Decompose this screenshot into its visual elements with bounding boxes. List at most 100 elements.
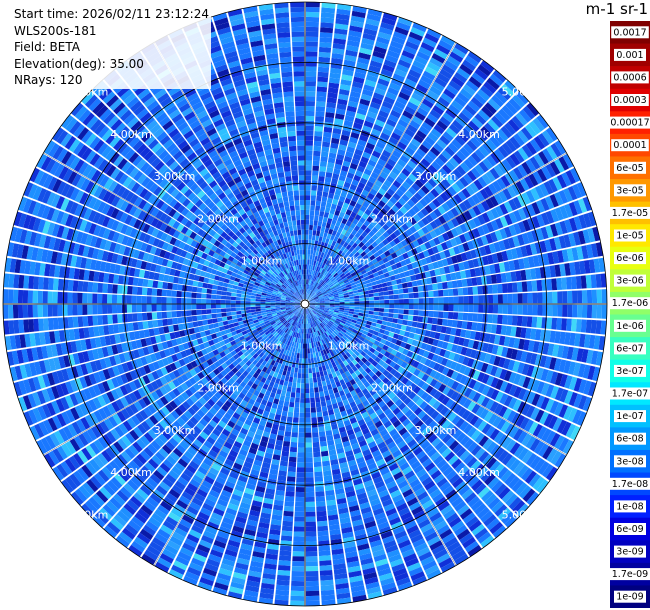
range-gate-cell [451, 217, 460, 228]
range-gate-cell [326, 273, 332, 279]
range-gate-cell [392, 149, 402, 159]
range-gate-cell [510, 326, 517, 337]
range-gate-cell [547, 304, 553, 317]
range-gate-cell [318, 550, 331, 557]
range-gate-cell [549, 161, 561, 176]
range-gate-cell [309, 300, 315, 303]
range-gate-cell [387, 87, 399, 96]
range-gate-cell [440, 326, 447, 334]
range-gate-cell [295, 397, 300, 403]
range-gate-cell [517, 164, 528, 178]
range-gate-cell [468, 208, 477, 219]
range-gate-cell [448, 335, 455, 344]
range-gate-cell [550, 371, 559, 385]
range-gate-cell [305, 531, 317, 537]
range-gate-cell [497, 294, 503, 304]
range-gate-cell [577, 230, 586, 245]
range-gate-cell [420, 158, 431, 168]
range-gate-cell [421, 226, 430, 235]
range-gate-cell [375, 323, 382, 329]
range-gate-cell [388, 331, 395, 338]
range-gate-cell [397, 254, 405, 262]
range-gate-cell [402, 348, 409, 356]
range-gate-cell [399, 247, 407, 255]
range-gate-cell [310, 303, 315, 304]
range-gate-cell [328, 152, 337, 159]
range-gate-cell [462, 356, 470, 366]
range-gate-cell [343, 181, 351, 189]
range-gate-cell [372, 167, 382, 176]
range-gate-cell [563, 406, 573, 420]
range-gate-cell [405, 220, 413, 228]
range-gate-cell [285, 391, 291, 397]
range-gate-cell [312, 280, 315, 286]
range-gate-cell [358, 241, 365, 248]
range-gate-cell [416, 51, 431, 61]
range-gate-cell [427, 61, 441, 72]
range-gate-cell [301, 368, 305, 374]
range-gate-cell [310, 292, 315, 297]
range-gate-cell [470, 167, 481, 179]
range-gate-cell [283, 506, 294, 512]
range-gate-cell [360, 93, 372, 102]
range-gate-cell [337, 3, 352, 11]
range-gate-cell [463, 173, 473, 185]
range-gate-cell [335, 276, 341, 281]
range-gate-cell [412, 22, 427, 33]
range-gate-cell [577, 290, 583, 304]
range-gate-cell [410, 274, 417, 281]
range-gate-cell [346, 172, 355, 179]
range-gate-cell [578, 395, 588, 410]
range-gate-cell [428, 297, 434, 304]
range-gate-cell [292, 546, 305, 552]
range-gate-cell [325, 172, 333, 178]
range-gate-cell [495, 379, 504, 390]
range-gate-cell [532, 341, 540, 353]
range-gate-cell [384, 299, 390, 304]
range-gate-cell [527, 378, 536, 391]
range-gate-cell [393, 313, 399, 319]
range-gate-cell [348, 246, 355, 253]
range-gate-cell [578, 198, 588, 213]
range-gate-cell [429, 331, 436, 339]
range-gate-cell [458, 262, 465, 271]
range-gate-cell [593, 335, 601, 350]
range-gate-cell [316, 190, 323, 197]
range-gate-cell [278, 560, 291, 566]
range-gate-cell [448, 80, 462, 92]
range-gate-cell [478, 161, 489, 173]
range-gate-cell [386, 200, 395, 208]
range-gate-cell [595, 242, 604, 257]
range-gate-cell [512, 361, 520, 373]
range-gate-cell [320, 400, 327, 407]
range-gate-cell [448, 104, 461, 115]
range-gate-cell [497, 162, 508, 174]
range-gate-cell [358, 291, 364, 296]
range-gate-cell [408, 304, 414, 310]
range-gate-cell [361, 212, 369, 220]
range-gate-cell [337, 179, 345, 187]
range-gate-cell [382, 344, 389, 351]
range-gate-cell [418, 304, 424, 310]
range-gate-cell [352, 218, 359, 225]
range-gate-cell [307, 348, 310, 354]
range-gate-cell [542, 342, 550, 355]
range-gate-cell [305, 343, 308, 349]
range-gate-cell [484, 333, 491, 343]
range-gate-cell [591, 289, 598, 304]
range-gate-cell [517, 293, 523, 304]
range-gate-cell [337, 200, 344, 207]
range-gate-cell [408, 142, 418, 152]
range-gate-cell [311, 190, 317, 196]
range-gate-cell [306, 294, 309, 300]
range-gate-cell [470, 136, 482, 148]
range-gate-cell [314, 306, 320, 309]
range-gate-cell [559, 205, 569, 219]
range-gate-cell [365, 142, 375, 150]
range-gate-cell [339, 302, 345, 304]
range-gate-cell [450, 370, 459, 380]
range-gate-cell [435, 275, 442, 283]
range-gate-cell [306, 264, 309, 270]
range-gate-cell [415, 354, 423, 363]
range-gate-cell [554, 402, 564, 416]
